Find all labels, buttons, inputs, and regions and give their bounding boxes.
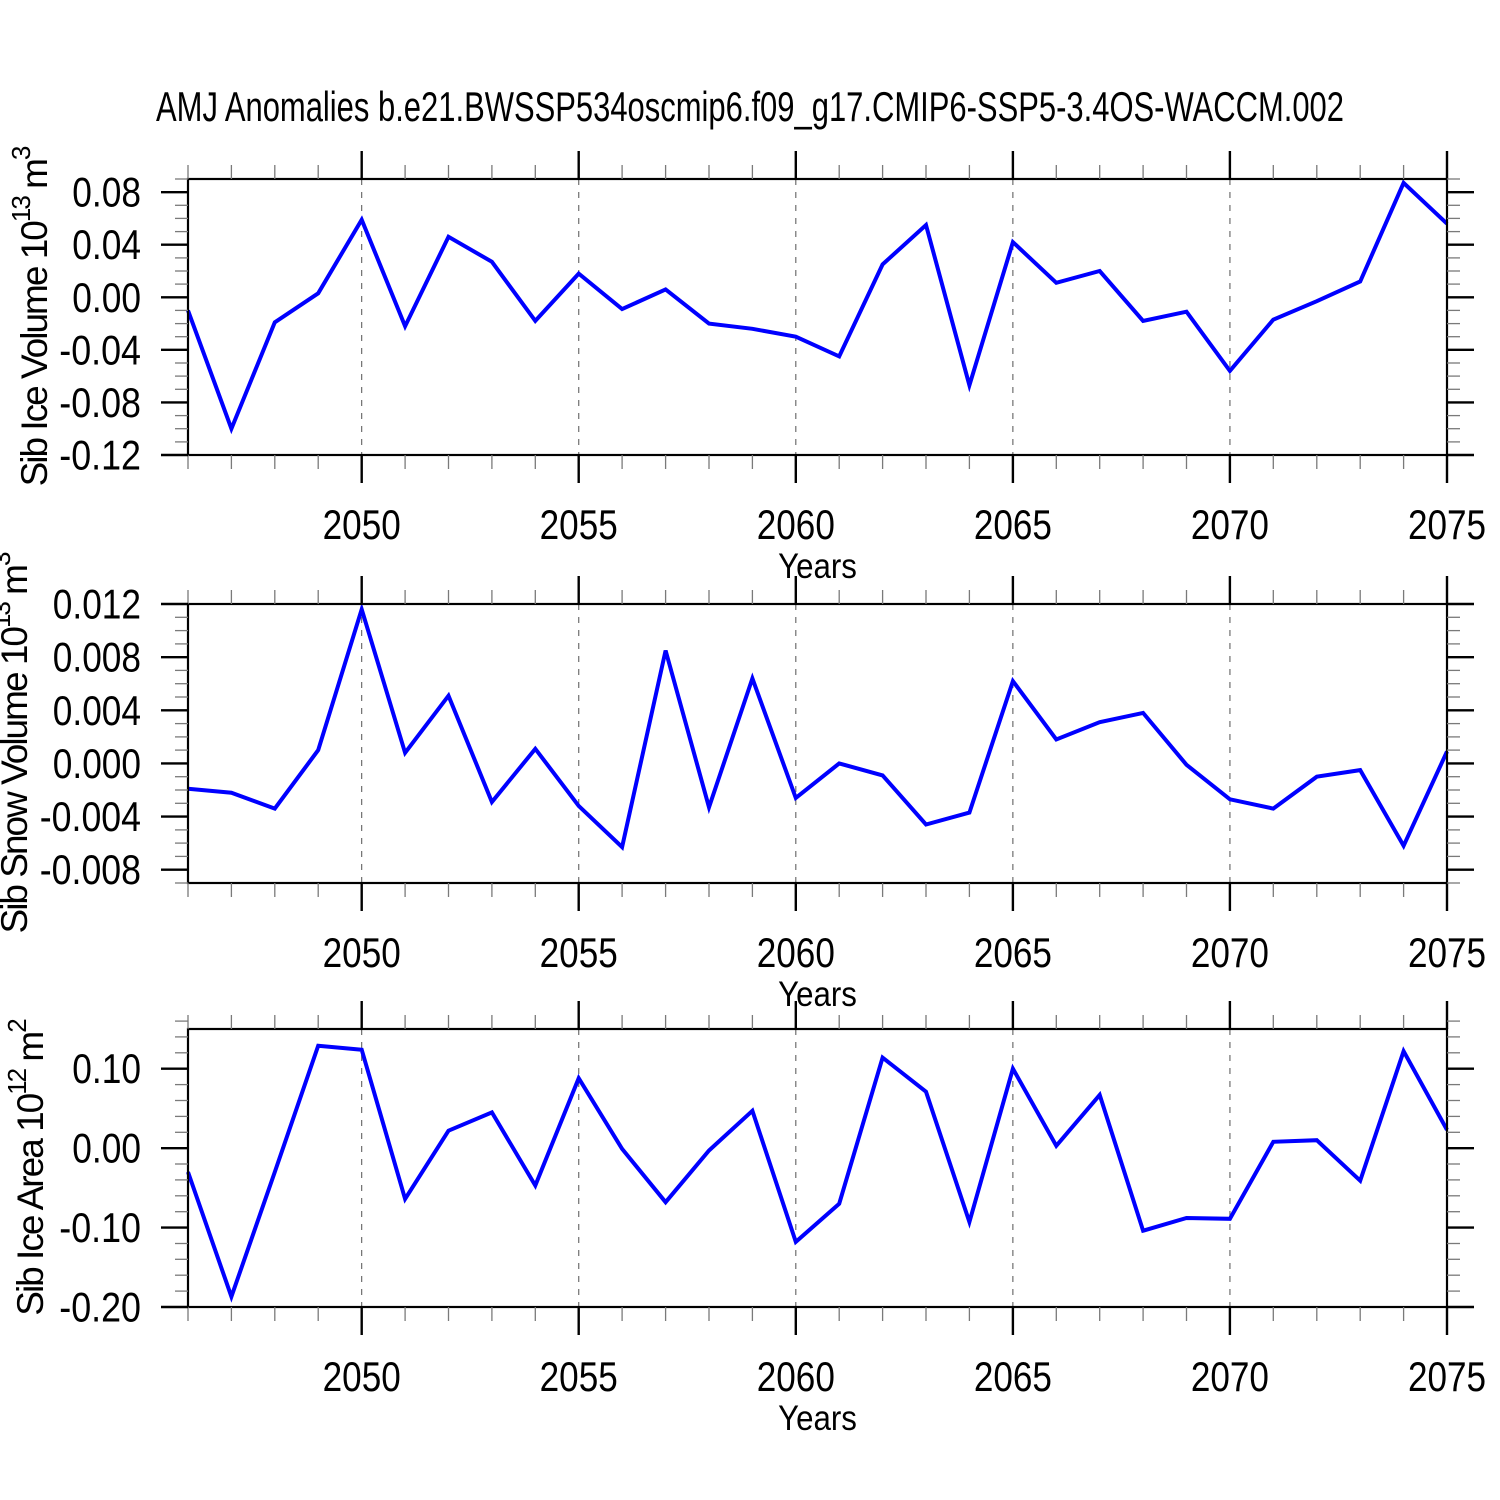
x-tick-label: 2070 [1191, 1353, 1269, 1400]
series-line-sib-ice-volume [186, 179, 1449, 435]
x-tick-label: 2055 [540, 501, 618, 548]
x-tick-label: 2065 [974, 501, 1052, 548]
plot-frame [186, 177, 1449, 457]
series-line-sib-snow-volume [187, 602, 1449, 851]
y-axis-title: Sib Snow Volume 1013 m3 [0, 552, 35, 933]
y-tick-label: 0.00 [72, 274, 141, 321]
y-tick-label: 0.012 [53, 581, 141, 628]
x-tick-label: 2065 [974, 1353, 1052, 1400]
x-tick-label: 2075 [1408, 929, 1486, 976]
x-tick-label: 2060 [757, 501, 835, 548]
x-tick-label: 2070 [1191, 929, 1269, 976]
x-tick-label: 2050 [323, 1353, 401, 1400]
x-axis-title: Years [778, 975, 857, 1014]
chart-sib-snow-volume: 2050 2055 2060 2065 2070 2075 0.012 0.008 0.004 0… [0, 552, 1486, 1014]
x-tick-label: 2055 [540, 1353, 618, 1400]
chart-sib-ice-area: 2050 2055 2060 2065 2070 2075 0.10 0.00 -0.10 -0.… [2, 1001, 1486, 1438]
y-tick-label: -0.12 [59, 432, 141, 479]
y-tick-label: 0.004 [53, 687, 141, 734]
y-tick-label: -0.008 [40, 846, 141, 893]
x-tick-label: 2075 [1408, 1353, 1486, 1400]
x-tick-label: 2070 [1191, 501, 1269, 548]
x-tick-label: 2050 [323, 501, 401, 548]
x-tick-label: 2055 [540, 929, 618, 976]
y-axis-title: Sib Ice Area 1012 m2 [2, 1019, 51, 1316]
x-axis-title: Years [778, 1399, 857, 1438]
x-tick-label: 2060 [757, 929, 835, 976]
x-tick-label: 2065 [974, 929, 1052, 976]
y-tick-label: 0.08 [72, 169, 141, 216]
plot-frame [186, 1027, 1449, 1309]
figure-title: AMJ Anomalies b.e21.BWSSP534oscmip6.f09_… [156, 83, 1344, 130]
chart-sib-ice-volume: 2050 2055 2060 2065 2070 2075 0.08 0.04 0.00 -0.0… [6, 146, 1486, 586]
y-tick-label: 0.10 [72, 1045, 141, 1092]
y-tick-label: 0.04 [72, 221, 141, 268]
y-tick-label: -0.20 [59, 1284, 141, 1331]
series-line-sib-ice-area [186, 1043, 1449, 1303]
y-tick-label: -0.10 [59, 1204, 141, 1251]
y-tick-label: 0.000 [53, 740, 141, 787]
x-axis-title: Years [778, 547, 857, 586]
x-tick-label: 2060 [757, 1353, 835, 1400]
x-tick-label: 2050 [323, 929, 401, 976]
x-tick-label: 2075 [1408, 501, 1486, 548]
y-tick-label: -0.004 [40, 793, 141, 840]
y-tick-label: 0.00 [72, 1125, 141, 1172]
y-axis-title: Sib Ice Volume 1013 m3 [6, 146, 55, 486]
y-tick-label: -0.08 [59, 379, 141, 426]
plot-frame [186, 602, 1449, 885]
y-tick-label: 0.008 [53, 634, 141, 681]
y-tick-label: -0.04 [59, 326, 141, 373]
